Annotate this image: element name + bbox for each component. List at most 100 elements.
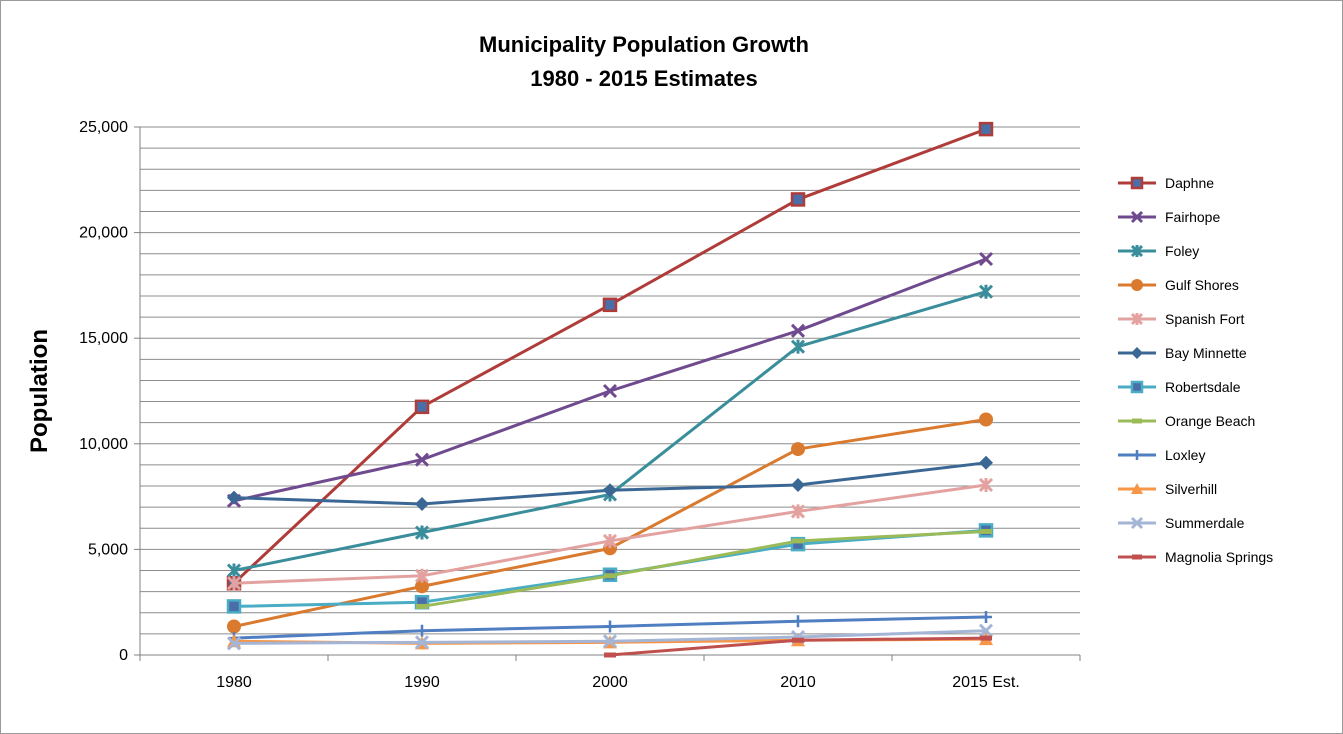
- data-point-fairhope: [602, 383, 618, 399]
- data-point-loxley: [604, 620, 616, 633]
- x-tick-labels: 1980 1990 2000 2010 2015 Est.: [216, 674, 1020, 691]
- legend-label: Daphne: [1165, 175, 1214, 191]
- legend-marker: [1130, 312, 1144, 326]
- data-point-orange-beach: [792, 538, 804, 544]
- legend-marker: [1131, 279, 1143, 291]
- series-line-orange-beach: [421, 529, 987, 608]
- data-point-loxley: [792, 615, 804, 628]
- series-bay-minnette: [227, 455, 993, 511]
- plot-series: [226, 121, 994, 658]
- x-tick-label: 2010: [780, 674, 816, 691]
- legend-item-gulf-shores: Gulf Shores: [1118, 277, 1239, 293]
- series-orange-beach: [416, 528, 992, 609]
- legend-item-foley: Foley: [1118, 243, 1199, 259]
- chart-subtitle: 1980 - 2015 Estimates: [530, 66, 758, 91]
- legend-label: Foley: [1165, 243, 1199, 259]
- legend-item-silverhill: Silverhill: [1118, 481, 1217, 497]
- data-point-spanish-fort: [790, 504, 806, 519]
- series-daphne: [226, 121, 994, 591]
- legend-label: Bay Minnette: [1165, 345, 1247, 361]
- data-point-daphne: [978, 121, 994, 137]
- data-point-magnolia-springs: [980, 635, 992, 641]
- legend-marker: [1130, 176, 1144, 190]
- data-point-orange-beach: [416, 603, 428, 609]
- x-tick-label: 1980: [216, 674, 252, 691]
- series-loxley: [228, 610, 992, 645]
- data-point-summerdale: [226, 636, 242, 651]
- legend-label: Summerdale: [1165, 515, 1245, 531]
- data-point-loxley: [416, 624, 428, 637]
- series-summerdale: [226, 623, 994, 651]
- data-point-daphne: [790, 192, 806, 207]
- y-tick-label: 20,000: [79, 225, 128, 242]
- data-point-robertsdale: [226, 599, 242, 614]
- data-point-gulf-shores: [227, 619, 241, 634]
- legend-item-robertsdale: Robertsdale: [1118, 379, 1241, 395]
- data-point-magnolia-springs: [604, 652, 616, 658]
- y-tick-label: 25,000: [79, 119, 128, 136]
- legend-marker: [1131, 347, 1143, 359]
- legend-label: Gulf Shores: [1165, 277, 1239, 293]
- data-point-daphne: [414, 399, 430, 415]
- data-point-spanish-fort: [602, 533, 618, 549]
- data-point-summerdale: [978, 623, 994, 638]
- legend-label: Robertsdale: [1165, 379, 1241, 395]
- data-point-foley: [414, 525, 430, 540]
- legend-item-daphne: Daphne: [1118, 175, 1214, 191]
- legend-label: Magnolia Springs: [1165, 549, 1273, 565]
- data-point-fairhope: [414, 452, 430, 467]
- data-point-spanish-fort: [978, 477, 994, 493]
- legend-item-spanish-fort: Spanish Fort: [1118, 311, 1244, 327]
- legend-item-bay-minnette: Bay Minnette: [1118, 345, 1247, 361]
- data-point-loxley: [980, 610, 992, 623]
- data-point-foley: [978, 284, 994, 299]
- y-tick-labels: 0 5,000 10,000 15,000 20,000 25,000: [79, 119, 128, 664]
- legend-marker: [1130, 516, 1144, 530]
- data-point-bay-minnette: [415, 496, 429, 511]
- chart-title: Municipality Population Growth: [479, 32, 809, 57]
- y-tick-label: 5,000: [88, 541, 128, 558]
- series-magnolia-springs: [604, 635, 992, 658]
- legend-label: Orange Beach: [1165, 413, 1255, 429]
- data-point-orange-beach: [980, 528, 992, 534]
- x-tick-label: 2000: [592, 674, 628, 691]
- legend-marker: [1132, 450, 1142, 460]
- legend-item-orange-beach: Orange Beach: [1118, 413, 1255, 429]
- data-point-bay-minnette: [227, 490, 241, 505]
- legend-marker: [1130, 210, 1144, 224]
- legend-label: Loxley: [1165, 447, 1205, 463]
- legend-item-magnolia-springs: Magnolia Springs: [1118, 549, 1273, 565]
- data-point-bay-minnette: [603, 483, 617, 498]
- data-point-summerdale: [602, 634, 618, 649]
- x-tick-label: 1990: [404, 674, 440, 691]
- data-point-orange-beach: [604, 573, 616, 579]
- x-tick-label: 2015 Est.: [952, 674, 1020, 691]
- legend-marker: [1130, 244, 1144, 258]
- legend-label: Fairhope: [1165, 209, 1220, 225]
- data-point-fairhope: [978, 251, 994, 267]
- data-point-gulf-shores: [415, 579, 429, 594]
- y-tick-label: 0: [119, 647, 128, 664]
- data-point-bay-minnette: [791, 477, 805, 492]
- y-tick-label: 10,000: [79, 436, 128, 453]
- legend-label: Spanish Fort: [1165, 311, 1244, 327]
- legend-marker: [1131, 483, 1143, 494]
- data-point-bay-minnette: [979, 455, 993, 470]
- y-tick-label: 15,000: [79, 330, 128, 347]
- legend-marker: [1132, 418, 1142, 424]
- legend-item-summerdale: Summerdale: [1118, 515, 1245, 531]
- legend-label: Silverhill: [1165, 481, 1217, 497]
- y-axis-label: Population: [26, 329, 53, 453]
- legend: Daphne Fairhope Foley Gulf Shores Spanish Fo…: [1118, 175, 1273, 565]
- data-point-magnolia-springs: [792, 637, 804, 643]
- series-spanish-fort: [226, 477, 994, 591]
- legend-item-fairhope: Fairhope: [1118, 209, 1220, 225]
- data-point-spanish-fort: [226, 576, 242, 591]
- data-point-fairhope: [790, 323, 806, 338]
- data-point-spanish-fort: [414, 568, 430, 583]
- data-point-summerdale: [414, 635, 430, 650]
- legend-marker: [1132, 554, 1142, 560]
- legend-marker: [1130, 380, 1144, 394]
